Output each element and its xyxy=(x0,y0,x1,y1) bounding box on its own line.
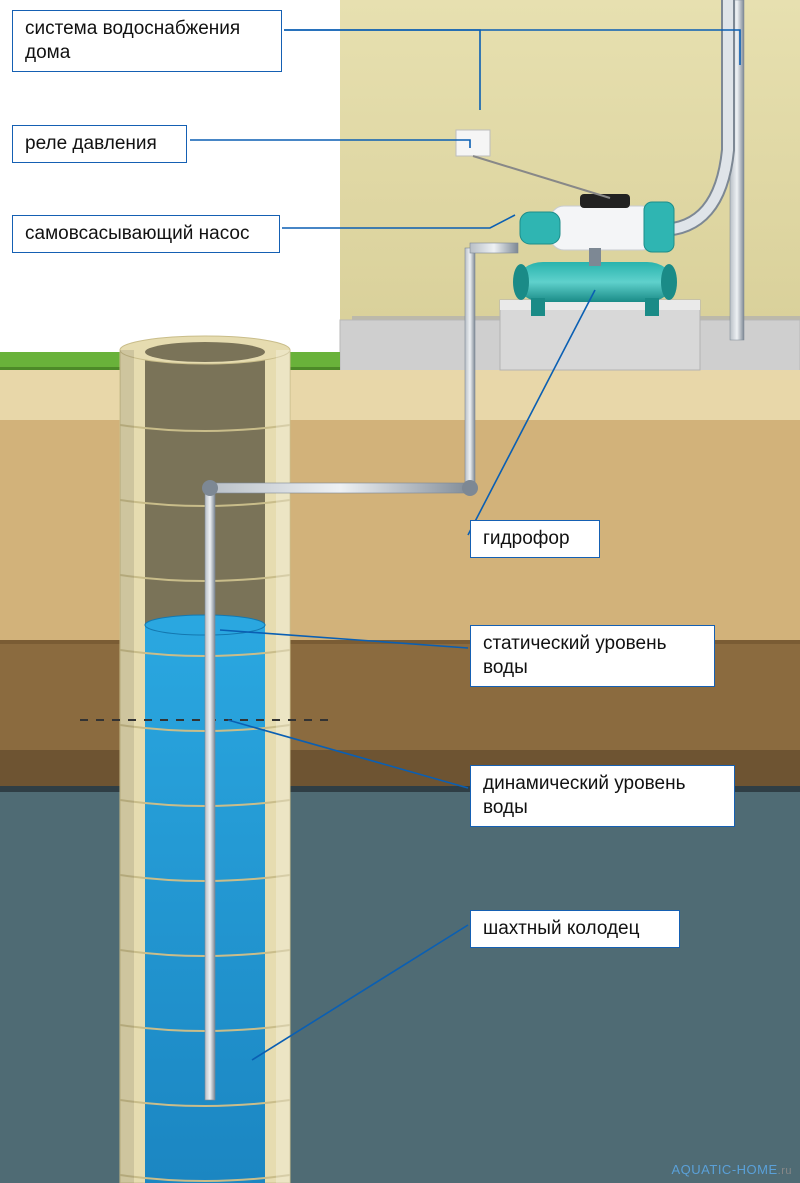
label-dynamic: динамический уровень воды xyxy=(470,765,735,827)
diagram-stage xyxy=(0,0,800,1183)
watermark-suffix: .ru xyxy=(778,1165,792,1177)
label-supply: система водоснабжения дома xyxy=(12,10,282,72)
label-well: шахтный колодец xyxy=(470,910,680,948)
watermark: AQUATIC-HOME.ru xyxy=(672,1162,793,1177)
scene-svg xyxy=(0,0,800,1183)
watermark-text: AQUATIC-HOME xyxy=(672,1162,778,1177)
label-hydro: гидрофор xyxy=(470,520,600,558)
label-pump: самовсасывающий насос xyxy=(12,215,280,253)
label-relay: реле давления xyxy=(12,125,187,163)
label-static: статический уровень воды xyxy=(470,625,715,687)
